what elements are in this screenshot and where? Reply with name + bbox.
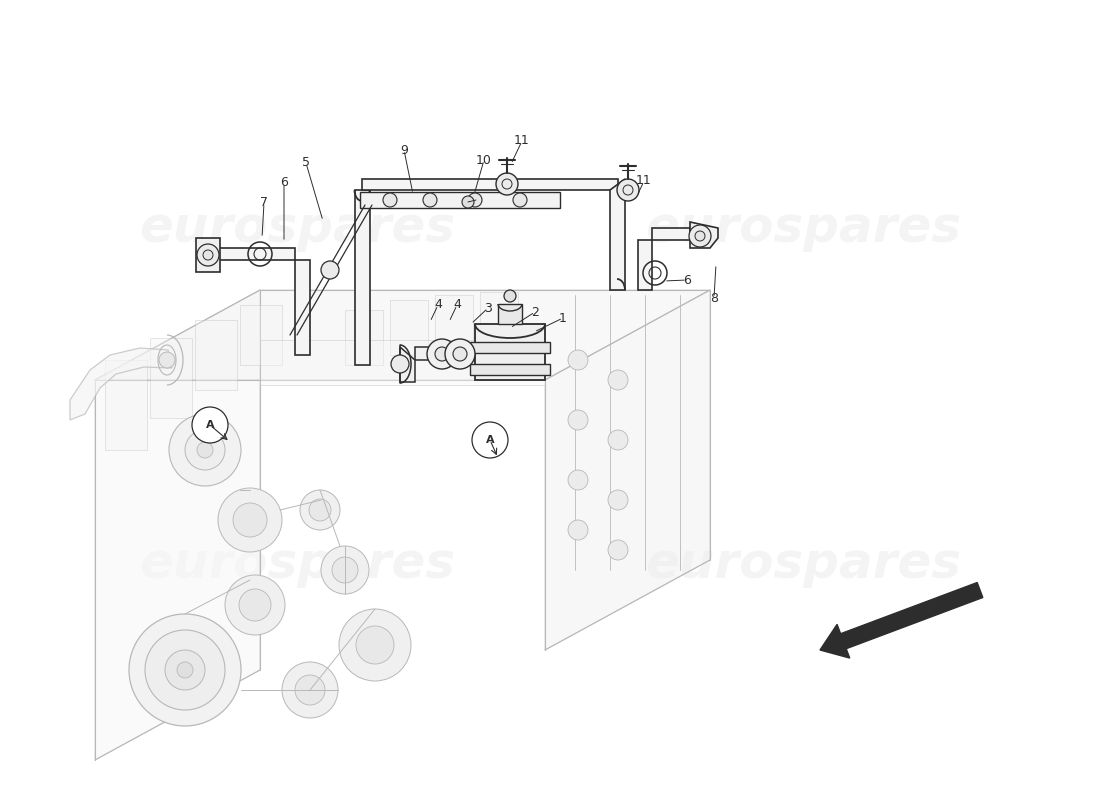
Circle shape [197, 244, 219, 266]
Text: 10: 10 [476, 154, 492, 166]
Text: A: A [486, 435, 494, 445]
Polygon shape [150, 338, 192, 418]
Circle shape [282, 662, 338, 718]
Text: 6: 6 [280, 177, 288, 190]
Circle shape [295, 675, 324, 705]
Circle shape [568, 410, 588, 430]
Circle shape [568, 520, 588, 540]
Text: 9: 9 [400, 143, 408, 157]
Text: 4: 4 [434, 298, 442, 311]
Circle shape [129, 614, 241, 726]
Polygon shape [498, 304, 522, 324]
Text: 2: 2 [531, 306, 539, 318]
Circle shape [233, 503, 267, 537]
Polygon shape [390, 300, 428, 355]
Circle shape [427, 339, 456, 369]
Text: 3: 3 [484, 302, 492, 314]
Polygon shape [544, 290, 710, 650]
Text: eurospares: eurospares [139, 540, 455, 588]
Polygon shape [195, 320, 236, 390]
Circle shape [496, 173, 518, 195]
Circle shape [608, 490, 628, 510]
Circle shape [504, 290, 516, 302]
Polygon shape [820, 582, 982, 658]
Circle shape [390, 355, 409, 373]
Circle shape [321, 261, 339, 279]
Polygon shape [362, 179, 618, 190]
Circle shape [608, 540, 628, 560]
Circle shape [239, 589, 271, 621]
Text: 7: 7 [260, 197, 268, 210]
Polygon shape [400, 347, 415, 382]
Text: eurospares: eurospares [139, 204, 455, 252]
Circle shape [177, 662, 192, 678]
Polygon shape [196, 238, 220, 272]
Polygon shape [480, 292, 518, 347]
Circle shape [472, 422, 508, 458]
Circle shape [383, 193, 397, 207]
Circle shape [339, 609, 411, 681]
Circle shape [689, 225, 711, 247]
Circle shape [204, 250, 213, 260]
Polygon shape [475, 324, 544, 380]
Polygon shape [434, 295, 473, 350]
Circle shape [197, 442, 213, 458]
Polygon shape [70, 348, 172, 420]
Circle shape [434, 347, 449, 361]
Text: 6: 6 [683, 274, 691, 286]
Polygon shape [295, 260, 310, 355]
Text: 11: 11 [514, 134, 530, 147]
Circle shape [695, 231, 705, 241]
Polygon shape [95, 290, 260, 760]
Circle shape [462, 196, 474, 208]
Text: 1: 1 [559, 311, 566, 325]
Circle shape [160, 352, 175, 368]
Circle shape [424, 193, 437, 207]
Circle shape [300, 490, 340, 530]
Circle shape [608, 430, 628, 450]
Text: A: A [206, 420, 214, 430]
Text: eurospares: eurospares [645, 540, 961, 588]
Polygon shape [470, 342, 550, 353]
Circle shape [192, 407, 228, 443]
Polygon shape [638, 240, 652, 290]
Circle shape [309, 499, 331, 521]
Circle shape [446, 339, 475, 369]
Circle shape [468, 193, 482, 207]
Polygon shape [104, 360, 147, 450]
Polygon shape [690, 222, 718, 248]
Circle shape [321, 546, 368, 594]
Polygon shape [470, 364, 550, 375]
Circle shape [218, 488, 282, 552]
Polygon shape [415, 347, 475, 360]
Circle shape [608, 370, 628, 390]
Circle shape [356, 626, 394, 664]
Polygon shape [610, 179, 625, 290]
Circle shape [332, 557, 358, 583]
Text: 11: 11 [636, 174, 652, 187]
Text: 4: 4 [453, 298, 461, 311]
Polygon shape [355, 190, 370, 365]
Circle shape [617, 179, 639, 201]
Circle shape [513, 193, 527, 207]
Circle shape [165, 650, 205, 690]
Circle shape [226, 575, 285, 635]
Circle shape [568, 350, 588, 370]
Polygon shape [210, 248, 295, 260]
Polygon shape [652, 228, 690, 240]
Circle shape [453, 347, 468, 361]
Text: 5: 5 [302, 157, 310, 170]
Polygon shape [345, 310, 383, 365]
Polygon shape [95, 290, 710, 380]
Text: eurospares: eurospares [645, 204, 961, 252]
Circle shape [145, 630, 226, 710]
Text: 8: 8 [710, 291, 718, 305]
Circle shape [568, 470, 588, 490]
Polygon shape [240, 305, 282, 365]
Polygon shape [260, 340, 544, 385]
Polygon shape [360, 192, 560, 208]
Circle shape [169, 414, 241, 486]
Circle shape [185, 430, 226, 470]
